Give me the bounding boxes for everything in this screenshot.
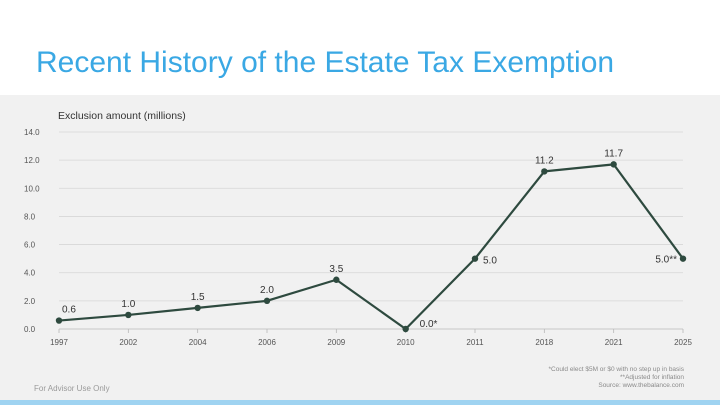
- y-axis-label: Exclusion amount (millions): [58, 110, 186, 122]
- data-point: [55, 317, 63, 324]
- data-point: [471, 255, 479, 262]
- data-label: 5.0**: [655, 255, 677, 266]
- x-tick-label: 2011: [466, 338, 484, 347]
- data-label: 5.0: [483, 256, 497, 267]
- y-tick-label: 2.0: [24, 297, 36, 306]
- line-chart: Exclusion amount (millions) 0.0 2.0 4.0 6.0…: [24, 110, 692, 347]
- series-line: [58, 163, 684, 331]
- footnote-1: *Could elect $5M or $0 with no step up i…: [548, 366, 685, 373]
- x-tick-label: 1997: [50, 338, 68, 347]
- advisor-footer: For Advisor Use Only: [34, 384, 110, 393]
- data-point: [194, 304, 201, 312]
- x-tick-labels: 1997 2002 2004 2006 2009 2010 2011 2018 2021 2025: [50, 338, 692, 347]
- x-tick-label: 2018: [535, 338, 553, 347]
- y-tick-label: 6.0: [24, 241, 36, 250]
- footnote-source: Source: www.thebalance.com: [598, 382, 684, 389]
- x-tick-label: 2010: [397, 338, 415, 347]
- y-tick-labels: 0.0 2.0 4.0 6.0 8.0 10.0 12.0 14.0: [24, 128, 40, 334]
- gridlines: [58, 131, 684, 333]
- y-tick-label: 8.0: [24, 212, 36, 221]
- series-group: [55, 161, 687, 333]
- y-tick-label: 14.0: [24, 128, 40, 137]
- data-point: [263, 297, 271, 305]
- data-label: 3.5: [329, 264, 343, 275]
- x-tick-label: 2021: [605, 338, 623, 347]
- data-labels: 0.6 1.0 1.5 2.0 3.5 0.0* 5.0 11.2 11.7 5.0**: [62, 148, 677, 330]
- data-point: [402, 325, 409, 333]
- data-label: 0.0*: [420, 319, 438, 330]
- bottom-accent-bar: [0, 400, 720, 405]
- x-tick-label: 2006: [258, 338, 276, 347]
- data-label: 11.7: [604, 148, 623, 159]
- data-point: [333, 276, 340, 283]
- title-band: [0, 0, 720, 95]
- data-point: [679, 255, 687, 262]
- x-tick-label: 2002: [119, 338, 137, 347]
- data-point: [125, 311, 132, 319]
- y-tick-label: 12.0: [24, 156, 40, 165]
- data-label: 11.2: [535, 155, 554, 166]
- x-tick-label: 2025: [674, 338, 692, 347]
- x-tick-label: 2004: [189, 338, 207, 347]
- data-label: 1.0: [121, 299, 135, 310]
- data-label: 2.0: [260, 285, 274, 296]
- y-tick-label: 4.0: [24, 269, 36, 278]
- data-label: 1.5: [191, 292, 205, 303]
- x-tick-label: 2009: [327, 338, 345, 347]
- y-tick-label: 10.0: [24, 184, 40, 193]
- y-tick-label: 0.0: [24, 325, 36, 334]
- slide-title: Recent History of the Estate Tax Exempti…: [36, 46, 615, 79]
- content-area: [0, 95, 720, 400]
- data-point: [541, 168, 548, 175]
- data-label: 0.6: [62, 305, 76, 316]
- footnote-2: **Adjusted for inflation: [620, 374, 684, 381]
- footnotes: *Could elect $5M or $0 with no step up i…: [549, 366, 685, 390]
- data-point: [610, 161, 617, 168]
